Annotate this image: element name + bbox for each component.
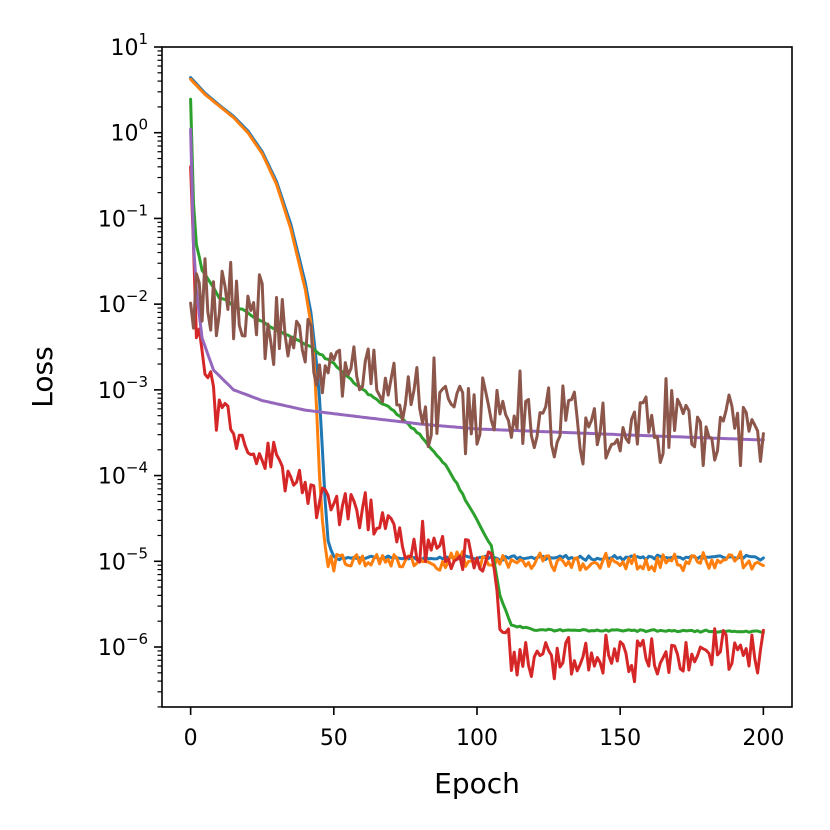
y-tick-base: 10	[110, 122, 138, 147]
y-tick-label: 10−4	[98, 459, 148, 490]
x-axis-label: Epoch	[434, 767, 520, 800]
x-tick-label: 200	[742, 726, 784, 751]
y-tick-base: 10	[98, 550, 126, 575]
x-tick-label: 100	[456, 726, 498, 751]
y-tick-label: 10−3	[98, 373, 148, 404]
y-tick-label: 101	[110, 30, 148, 61]
y-tick-power: −6	[126, 630, 148, 648]
y-tick-label: 10−2	[98, 287, 148, 318]
y-axis-label: Loss	[26, 346, 59, 407]
series-layer	[189, 76, 765, 684]
y-tick-power: −2	[126, 287, 148, 305]
x-tick-label: 150	[599, 726, 641, 751]
y-tick-label: 10−5	[98, 544, 148, 575]
y-tick-power: −1	[126, 201, 148, 219]
x-tick-label: 0	[184, 726, 198, 751]
x-axis-ticks: 0 50 100 150 200	[184, 707, 784, 751]
y-tick-power: 1	[138, 30, 148, 48]
y-tick-base: 10	[98, 207, 126, 232]
y-tick-power: −4	[126, 459, 148, 477]
x-tick-label: 50	[320, 726, 348, 751]
series-line-brown	[189, 257, 765, 468]
y-tick-base: 10	[110, 36, 138, 61]
series-line-red	[189, 165, 765, 684]
y-tick-label: 100	[110, 116, 148, 147]
y-tick-label: 10−1	[98, 201, 148, 232]
y-tick-power: −3	[126, 373, 148, 391]
y-tick-base: 10	[98, 293, 126, 318]
y-tick-base: 10	[98, 379, 126, 404]
y-tick-power: −5	[126, 544, 148, 562]
y-tick-base: 10	[98, 636, 126, 661]
y-tick-power: 0	[138, 116, 148, 134]
y-tick-base: 10	[98, 465, 126, 490]
y-tick-label: 10−6	[98, 630, 148, 661]
